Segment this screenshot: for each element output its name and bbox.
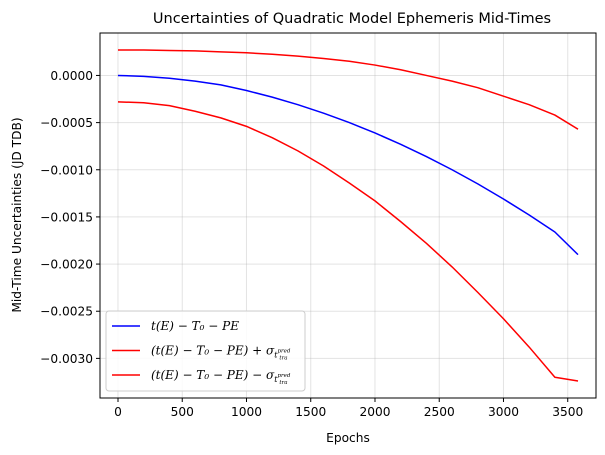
y-tick-label: −0.0010 bbox=[40, 163, 93, 177]
x-axis: 0 500 1000 1500 2000 2500 3000 3500 bbox=[114, 398, 583, 419]
y-tick-label: −0.0020 bbox=[40, 258, 93, 272]
legend-box bbox=[105, 310, 306, 392]
x-tick-label: 2500 bbox=[424, 405, 455, 419]
y-tick-label: 0.0000 bbox=[50, 69, 93, 83]
plot-frame bbox=[99, 32, 597, 399]
x-tick-label: 2000 bbox=[359, 405, 390, 419]
y-tick-label: −0.0015 bbox=[40, 210, 93, 224]
x-tick-label: 3500 bbox=[552, 405, 583, 419]
legend-label: t(E) − T₀ − PE bbox=[151, 319, 239, 333]
x-axis-label: Epochs bbox=[326, 431, 370, 445]
x-tick-label: 1500 bbox=[295, 405, 326, 419]
legend-label: (t(E) − T₀ − PE) − σtpred tra bbox=[151, 368, 291, 386]
series-layer bbox=[117, 49, 579, 382]
grid bbox=[100, 33, 596, 398]
series-line-2 bbox=[117, 49, 579, 130]
chart-title: Uncertainties of Quadratic Model Ephemer… bbox=[153, 11, 551, 27]
x-tick-label: 1000 bbox=[231, 405, 262, 419]
legend: t(E) − T₀ − PE (t(E) − T₀ − PE) + σtpred t… bbox=[105, 310, 306, 392]
y-tick-label: −0.0005 bbox=[40, 116, 93, 130]
y-tick-label: −0.0030 bbox=[40, 352, 93, 366]
legend-label: (t(E) − T₀ − PE) + σtpred tra bbox=[151, 344, 291, 362]
x-tick-label: 0 bbox=[114, 405, 122, 419]
y-axis: 0.0000 −0.0005 −0.0010 −0.0015 −0.0020 −0.002… bbox=[40, 69, 100, 366]
legend-items: t(E) − T₀ − PE (t(E) − T₀ − PE) + σtpred t… bbox=[112, 319, 291, 386]
x-tick-label: 3000 bbox=[488, 405, 519, 419]
y-axis-label: Mid-Time Uncertainties (JD TDB) bbox=[10, 117, 24, 312]
series-line-3 bbox=[117, 101, 579, 382]
x-tick-label: 500 bbox=[171, 405, 194, 419]
series-line-1 bbox=[117, 74, 579, 256]
y-tick-label: −0.0025 bbox=[40, 305, 93, 319]
